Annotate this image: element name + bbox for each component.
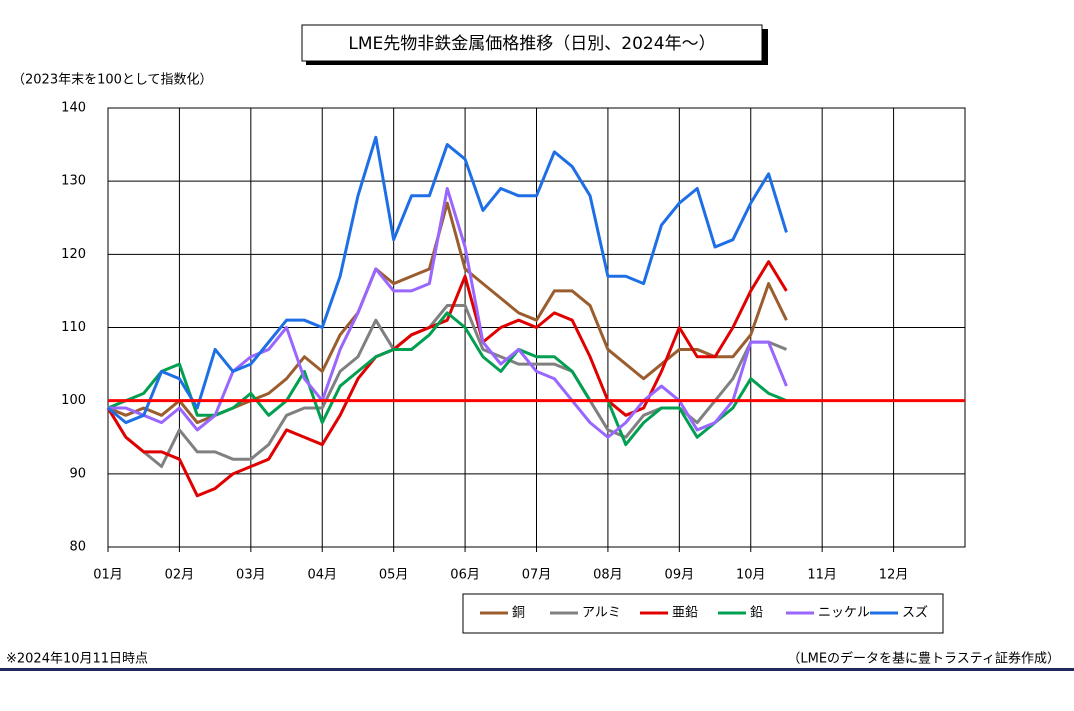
legend-label: スズ [902,605,928,621]
x-tick-label: 05月 [379,568,409,583]
series-line [107,311,788,447]
x-tick-label: 11月 [807,568,837,583]
footer-rule [0,668,1074,671]
legend-label: 亜鉛 [672,606,698,621]
y-axis-label: （2023年末を100として指数化） [12,73,213,88]
legend-label: アルミ [582,606,621,621]
x-tick-label: 07月 [522,568,552,583]
y-tick-label: 140 [61,101,86,116]
x-tick-label: 08月 [593,568,623,583]
x-tick-label: 06月 [450,568,480,583]
y-tick-label: 100 [61,393,86,408]
legend-label: ニッケル [818,606,870,621]
legend-label: 鉛 [750,606,763,621]
series-line [106,260,788,498]
x-tick-label: 12月 [879,568,909,583]
y-tick-label: 80 [69,540,86,555]
y-tick-label: 130 [61,174,86,189]
x-tick-label: 10月 [736,568,766,583]
x-tick-label: 02月 [165,568,195,583]
x-tick-label: 09月 [665,568,695,583]
x-tick-label: 04月 [307,568,337,583]
series-line [107,135,788,425]
y-tick-label: 90 [69,466,86,481]
x-tick-label: 03月 [236,568,266,583]
source-note: （LMEのデータを基に豊トラスティ証券作成） [787,651,1060,667]
footnote: ※2024年10月11日時点 [6,652,148,667]
title-box [301,24,763,62]
y-tick-label: 120 [61,247,86,262]
y-tick-label: 110 [61,320,86,335]
x-tick-label: 01月 [93,568,123,583]
legend-label: 銅 [512,606,525,621]
legend-box [462,593,944,634]
chart-title: LME先物非鉄金属価格推移（日別、2024年～） [348,34,715,54]
